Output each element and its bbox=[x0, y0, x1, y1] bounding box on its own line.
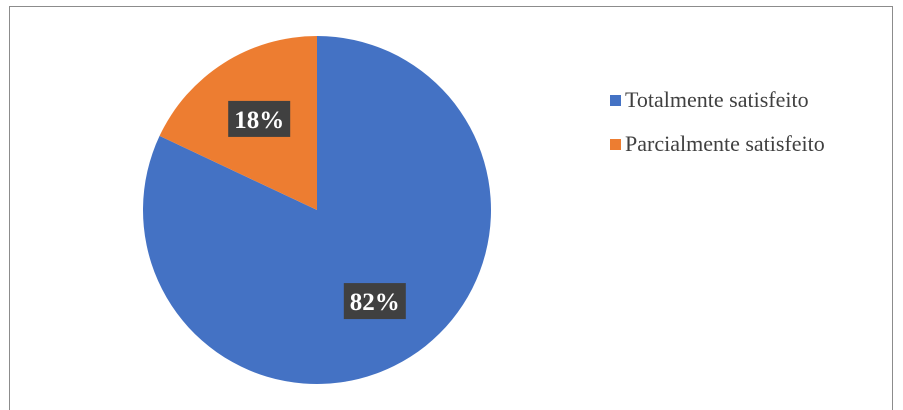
chart-area: 82% 18% Totalmente satisfeito Parcialment… bbox=[9, 6, 893, 410]
data-label-box-0 bbox=[343, 283, 406, 320]
legend-entry-totalmente: Totalmente satisfeito bbox=[610, 87, 870, 113]
legend-entry-parcialmente: Parcialmente satisfeito bbox=[610, 131, 870, 157]
legend-swatch-totalmente bbox=[610, 95, 621, 106]
legend-label-parcialmente: Parcialmente satisfeito bbox=[625, 131, 825, 156]
pie-slices bbox=[142, 36, 492, 385]
legend: Totalmente satisfeito Parcialmente satis… bbox=[610, 87, 870, 175]
pie-data-labels: 82% 18% bbox=[228, 100, 406, 320]
legend-label-totalmente: Totalmente satisfeito bbox=[625, 87, 809, 112]
data-label-box-1 bbox=[228, 100, 291, 137]
pie-chart: 82% 18% bbox=[142, 36, 492, 385]
data-label-1: 18% bbox=[234, 107, 284, 134]
legend-swatch-parcialmente bbox=[610, 139, 621, 150]
data-label-0: 82% bbox=[350, 289, 400, 316]
